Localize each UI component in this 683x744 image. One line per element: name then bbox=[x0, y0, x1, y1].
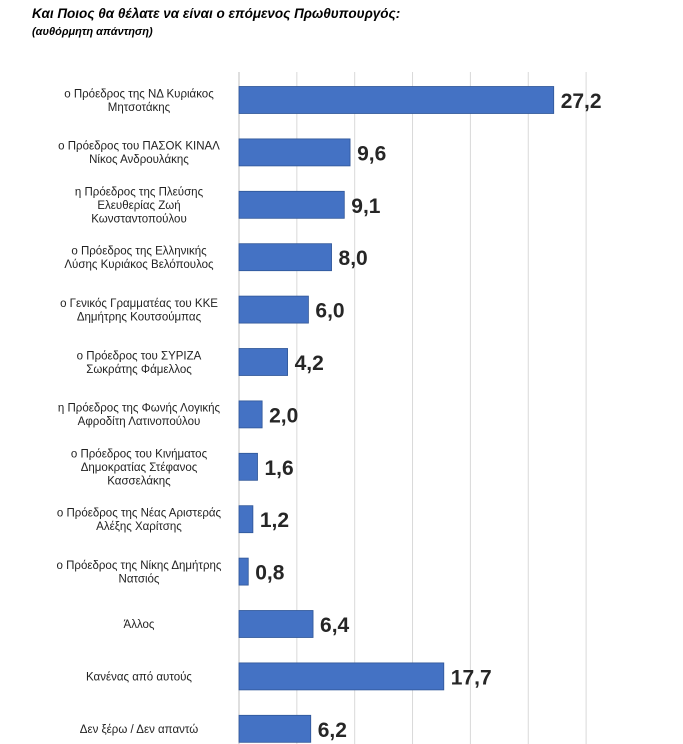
bar bbox=[238, 505, 254, 534]
bar bbox=[238, 86, 555, 114]
value-label: 4,2 bbox=[295, 352, 324, 375]
category-label: ο Πρόεδρος της ΝΔ Κυριάκος Μητσοτάκης bbox=[64, 88, 214, 114]
category-label: η Πρόεδρος της Πλεύσης Ελευθερίας Ζωή Κωνσ… bbox=[75, 186, 204, 225]
value-label: 27,2 bbox=[561, 90, 602, 113]
value-label: 0,8 bbox=[255, 562, 285, 585]
category-label: ο Πρόεδρος του Κινήματος Δημοκρατίας Στέφ… bbox=[71, 448, 208, 487]
category-label: η Πρόεδρος της Φωνής Λογικής Αφροδίτη Λατ… bbox=[58, 403, 221, 429]
bar bbox=[238, 714, 312, 743]
bar bbox=[238, 557, 249, 586]
value-label: 1,2 bbox=[260, 509, 289, 532]
value-label: 8,0 bbox=[339, 247, 368, 270]
bar bbox=[238, 138, 351, 167]
chart-subtitle: (αυθόρμητη απάντηση) bbox=[32, 26, 153, 38]
category-label: ο Γενικός Γραμματέας του ΚΚΕ Δημήτρης Κου… bbox=[60, 298, 218, 324]
category-label: Άλλος bbox=[124, 619, 155, 631]
value-label: 17,7 bbox=[451, 666, 492, 689]
value-label: 6,4 bbox=[320, 614, 350, 637]
bar bbox=[238, 400, 263, 429]
bar bbox=[238, 295, 309, 324]
bar bbox=[238, 348, 288, 376]
value-label: 1,6 bbox=[265, 457, 294, 480]
category-label: Δεν ξέρω / Δεν απαντώ bbox=[80, 724, 198, 736]
bar bbox=[238, 610, 314, 638]
category-label: ο Πρόεδρος του ΣΥΡΙΖΑ Σωκράτης Φάμελλος bbox=[77, 350, 202, 376]
category-label: ο Πρόεδρος του ΠΑΣΟΚ ΚΙΝΑΛ Νίκος Ανδρουλά… bbox=[58, 141, 220, 167]
value-label: 2,0 bbox=[269, 404, 298, 427]
chart-title: Και Ποιος θα θέλατε να είναι ο επόμενος … bbox=[32, 6, 401, 21]
category-label: Κανένας από αυτούς bbox=[86, 671, 192, 683]
value-label: 9,6 bbox=[357, 142, 386, 165]
bar bbox=[238, 452, 258, 481]
value-label: 9,1 bbox=[351, 195, 381, 218]
bar bbox=[238, 243, 332, 272]
bar bbox=[238, 662, 445, 691]
category-label: ο Πρόεδρος της Νέας Αριστεράς Αλέξης Χαρί… bbox=[57, 507, 222, 533]
category-label: ο Πρόεδρος της Ελληνικής Λύσης Κυριάκος Β… bbox=[64, 245, 214, 271]
value-label: 6,0 bbox=[315, 300, 344, 323]
category-label: ο Πρόεδρος της Νίκης Δημήτρης Νατσιός bbox=[57, 560, 222, 586]
bar bbox=[238, 190, 345, 219]
value-label: 6,2 bbox=[318, 719, 347, 742]
